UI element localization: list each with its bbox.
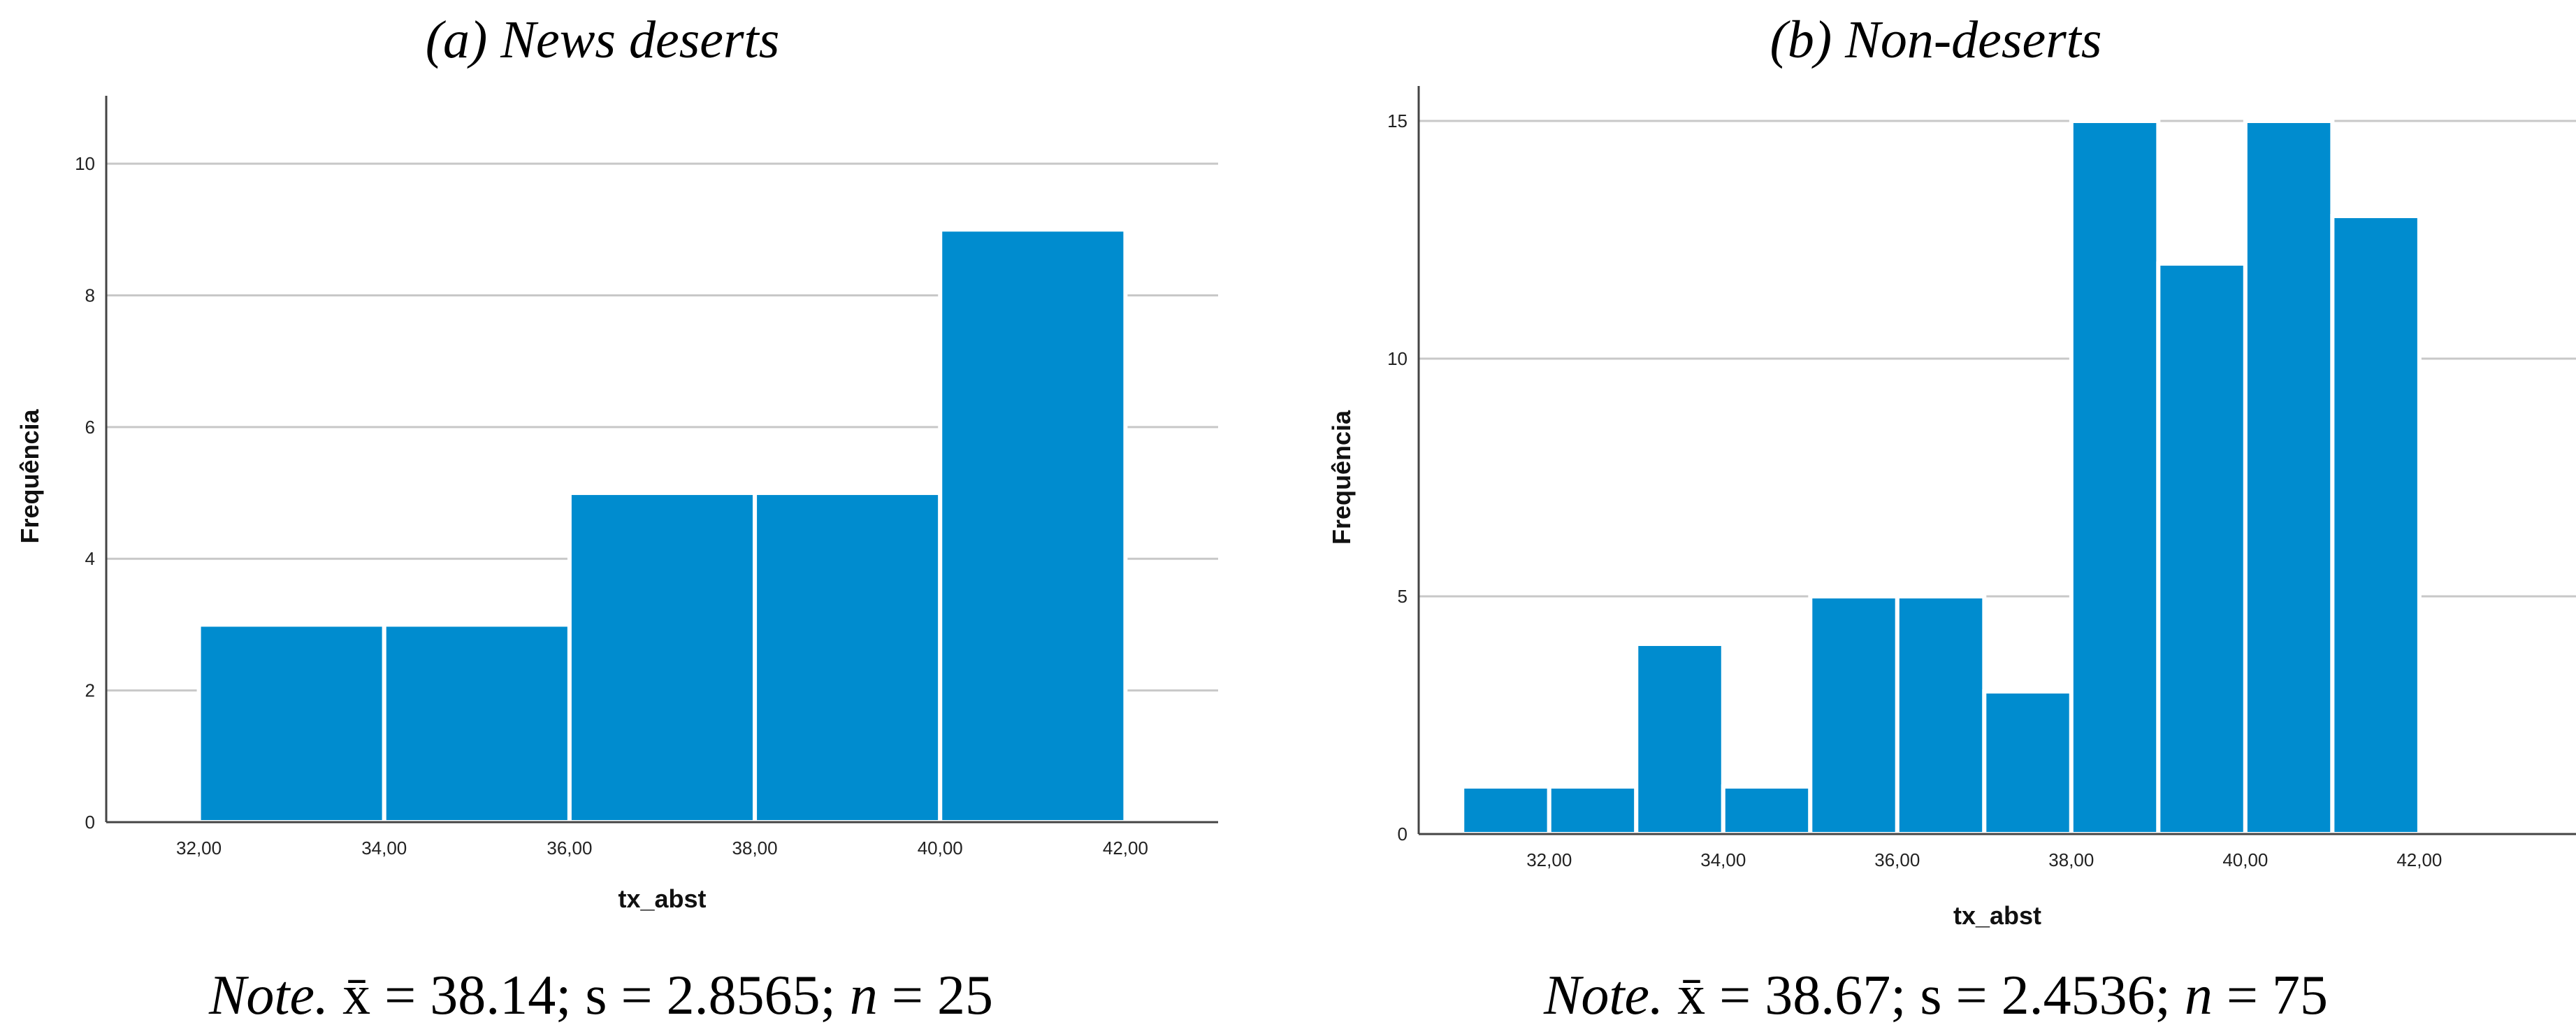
panel-a-n-eq: = [878, 965, 937, 1026]
panel-a-y-axis-title: Frequência [15, 408, 44, 543]
panel-b-x-tick-label: 38,00 [2048, 849, 2094, 870]
panel-b-y-tick-label: 10 [1387, 348, 1408, 369]
panel-a-n-symbol: n [850, 965, 878, 1026]
panel-b-n: 75 [2272, 965, 2328, 1026]
panel-a-n: 25 [937, 965, 993, 1026]
panel-b-bar-1 [1547, 784, 1639, 836]
panel-a-y-tick-label: 10 [75, 153, 95, 174]
panel-b-bar-10 [2330, 214, 2422, 836]
panel-b-bar-0 [1460, 784, 1551, 836]
panel-a-x-tick-label: 36,00 [547, 838, 592, 859]
panel-b-bar-8 [2156, 261, 2248, 836]
panel-b-note-label: Note. [1543, 965, 1663, 1026]
panel-a-y-tick-label: 0 [85, 812, 95, 833]
panel-a-x-tick-label: 42,00 [1103, 838, 1148, 859]
panel-a-x-tick-label: 38,00 [732, 838, 778, 859]
panel-a-y-tick-label: 4 [85, 548, 95, 569]
panel-a-s: 2.8565 [667, 965, 820, 1026]
panel-a-y-tick-label: 6 [85, 417, 95, 438]
panel-b-x-tick-label: 40,00 [2222, 849, 2268, 870]
panel-a-note: Note. x̄ = 38.14; s = 2.8565; n = 25 [208, 965, 993, 1026]
panel-a-x-tick-label: 34,00 [361, 838, 407, 859]
panel-a-s-text: ; s = [556, 965, 666, 1026]
panel-b-note: Note. x̄ = 38.67; s = 2.4536; n = 75 [1543, 965, 2328, 1026]
panel-a-y-tick-label: 2 [85, 680, 95, 701]
panel-b-s: 2.4536 [2002, 965, 2155, 1026]
panel-b-mean: 38.67 [1765, 965, 1890, 1026]
panel-a-plot: 0 2 4 6 8 10 32,00 34,00 36,00 38,00 40,00 42,00 tx_… [15, 96, 1218, 913]
panel-a-bar-3 [753, 491, 943, 824]
panel-news-deserts: (a) News deserts 0 2 4 6 8 10 32,00 34,00 36,00 3… [15, 10, 1218, 1026]
panel-b-title: (b) Non-deserts [1770, 10, 2102, 69]
panel-b-bar-9 [2243, 119, 2335, 836]
panel-b-bar-3 [1721, 784, 1813, 836]
panel-a-x-tick-label: 40,00 [918, 838, 963, 859]
panel-b-s-text: ; s = [1890, 965, 2001, 1026]
panel-a-x-axis-title: tx_abst [618, 884, 706, 913]
panel-a-bar-4 [938, 227, 1128, 824]
panel-b-plot: 0 5 10 15 32,00 34,00 36,00 38,00 40,00 42,00 tx_a… [1327, 86, 2576, 930]
panel-a-bar-0 [196, 622, 386, 825]
panel-b-y-axis-title: Frequência [1327, 410, 1356, 545]
panel-a-mean-text: x̄ = [342, 965, 430, 1026]
panel-b-y-tick-label: 15 [1387, 110, 1408, 131]
panel-b-mean-text: x̄ = [1677, 965, 1765, 1026]
panel-a-bar-2 [567, 491, 758, 824]
panel-b-y-tick-label: 5 [1398, 586, 1408, 607]
panel-a-mean: 38.14 [430, 965, 556, 1026]
panel-a-title: (a) News deserts [426, 10, 780, 69]
panel-b-bar-4 [1808, 594, 1900, 836]
panel-b-bar-2 [1634, 642, 1725, 836]
panel-non-deserts: (b) Non-deserts 0 5 10 15 32,00 34,00 36,00 38,… [1327, 10, 2576, 1026]
panel-b-x-axis-title: tx_abst [1953, 901, 2041, 930]
panel-a-note-label: Note. [208, 965, 328, 1026]
panel-b-x-tick-label: 36,00 [1874, 849, 1920, 870]
panel-a-sep: ; [820, 965, 850, 1026]
panel-b-sep: ; [2155, 965, 2185, 1026]
panel-a-bar-1 [382, 622, 572, 825]
panel-b-bar-6 [1982, 689, 2074, 836]
panel-b-bar-5 [1895, 594, 1987, 836]
panel-b-x-tick-label: 32,00 [1526, 849, 1572, 870]
panel-b-x-tick-label: 34,00 [1700, 849, 1746, 870]
panel-b-y-tick-label: 0 [1398, 824, 1408, 845]
panel-a-x-tick-label: 32,00 [176, 838, 222, 859]
panel-b-bar-7 [2069, 119, 2161, 836]
panel-b-n-symbol: n [2185, 965, 2213, 1026]
panel-b-x-tick-label: 42,00 [2396, 849, 2442, 870]
panel-a-y-tick-label: 8 [85, 285, 95, 306]
panel-b-n-eq: = [2213, 965, 2272, 1026]
